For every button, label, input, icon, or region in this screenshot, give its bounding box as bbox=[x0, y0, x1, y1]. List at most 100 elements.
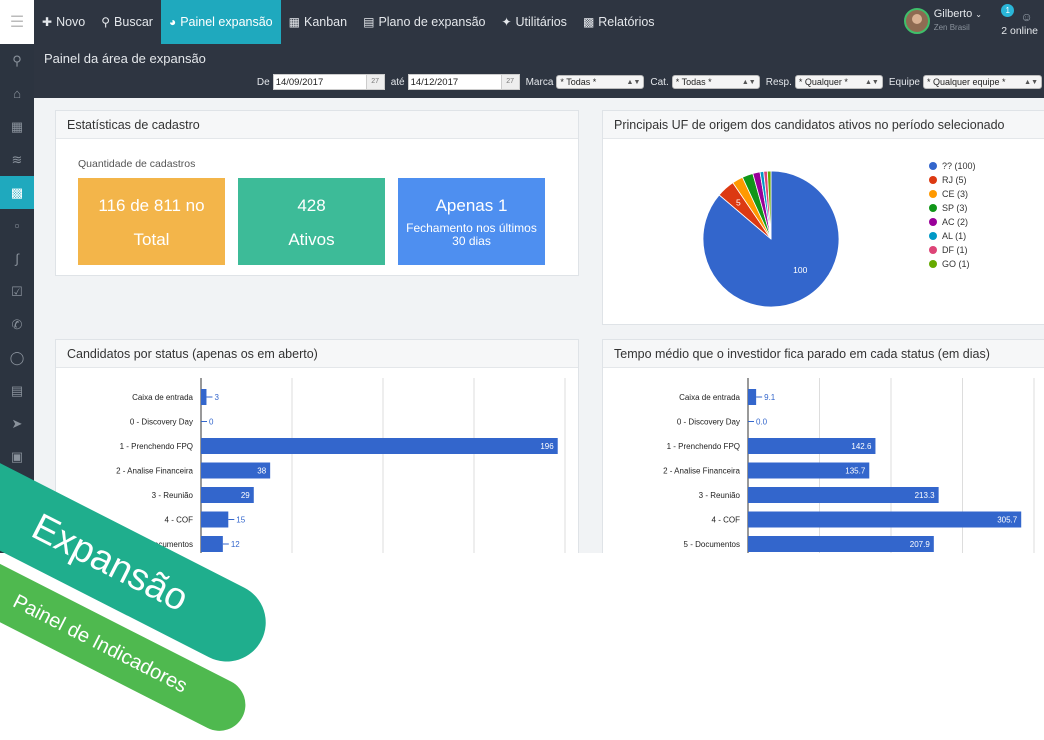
legend-label: RJ (5) bbox=[942, 173, 967, 187]
stat-card-ativos[interactable]: 428 Ativos bbox=[238, 178, 385, 265]
legend-label: AL (1) bbox=[942, 229, 966, 243]
legend-swatch bbox=[929, 204, 937, 212]
calendar-icon[interactable]: 27 bbox=[366, 75, 384, 89]
marca-value: * Todas * bbox=[560, 77, 596, 87]
nav-utilitarios-label: Utilitários bbox=[516, 15, 567, 29]
marca-select[interactable]: * Todas * ▲▼ bbox=[556, 75, 644, 89]
legend-item: DF (1) bbox=[929, 243, 976, 257]
online-badge: 1 bbox=[1001, 4, 1014, 17]
nav-novo[interactable]: ✚Novo bbox=[34, 0, 93, 44]
ribbon-subtitle: Painel de Indicadores bbox=[0, 548, 254, 740]
bar-value-label: 142.6 bbox=[851, 442, 872, 451]
resp-label: Resp. bbox=[766, 77, 792, 88]
sidebar-document-icon[interactable]: ▫ bbox=[0, 209, 34, 242]
bar-value-label: 305.7 bbox=[997, 516, 1018, 525]
cat-select[interactable]: * Todas *▲▼ bbox=[672, 75, 760, 89]
equipe-select[interactable]: * Qualquer equipe *▲▼ bbox=[923, 75, 1042, 89]
bar-chart-icon: ▩ bbox=[583, 15, 594, 29]
sidebar-calendar-icon[interactable]: ▦ bbox=[0, 110, 34, 143]
bar-value-label: 15 bbox=[236, 516, 245, 525]
stats-subtitle: Quantidade de cadastros bbox=[78, 158, 195, 170]
select-arrow-icon: ▲▼ bbox=[627, 79, 641, 86]
nav-relatorios-label: Relatórios bbox=[598, 15, 654, 29]
category-label: 1 - Prenchendo FPQ bbox=[120, 442, 193, 451]
nav-plano-expansao[interactable]: ▤ Plano de expansão bbox=[355, 0, 493, 44]
sidebar-clip-icon[interactable]: ∫ bbox=[0, 242, 34, 275]
status-bar-chart: Caixa de entrada 3 0 - Discovery Day 0 1 - P… bbox=[56, 368, 580, 553]
category-label: 5 - Documentos bbox=[684, 540, 740, 549]
select-arrow-icon: ▲▼ bbox=[742, 79, 756, 86]
bar-value-label: 12 bbox=[231, 540, 240, 549]
pie-slice-label: 100 bbox=[793, 265, 807, 275]
sidebar-feed-icon[interactable]: ≋ bbox=[0, 143, 34, 176]
sidebar: ☰ ⚲ ⌂ ▦ ≋ ▩ ▫ ∫ ☑ ✆ ◯ ▤ ➤ ▣ $ bbox=[0, 0, 34, 553]
nav-painel-label: Painel expansão bbox=[180, 15, 272, 29]
bar-value-label: 0 bbox=[209, 418, 214, 427]
sidebar-home-icon[interactable]: ⌂ bbox=[0, 77, 34, 110]
cat-label: Cat. bbox=[650, 77, 668, 88]
online-users[interactable]: 1 ☺ 2 online bbox=[1001, 10, 1038, 37]
legend-swatch bbox=[929, 162, 937, 170]
date-to-field[interactable]: 14/12/2017 27 bbox=[408, 74, 520, 90]
stat-card-label: Fechamento nos últimos 30 dias bbox=[398, 222, 545, 248]
sidebar-rocket-icon[interactable]: ➤ bbox=[0, 407, 34, 440]
bar bbox=[201, 536, 223, 552]
online-label: 2 online bbox=[1001, 25, 1038, 37]
nav-relatorios[interactable]: ▩ Relatórios bbox=[575, 0, 663, 44]
nav-buscar[interactable]: ⚲Buscar bbox=[93, 0, 161, 44]
stat-card-label: Ativos bbox=[238, 230, 385, 250]
grid-icon: ▦ bbox=[289, 15, 300, 29]
date-to-value: 14/12/2017 bbox=[411, 77, 459, 88]
stats-panel: Estatísticas de cadastro Quantidade de c… bbox=[55, 110, 579, 276]
nav-plano-label: Plano de expansão bbox=[378, 15, 485, 29]
legend-item: RJ (5) bbox=[929, 173, 976, 187]
stat-card-total[interactable]: 116 de 811 no Total bbox=[78, 178, 225, 265]
sidebar-dollar-icon[interactable]: $ bbox=[0, 473, 34, 506]
nav-utilitarios[interactable]: ✦Utilitários bbox=[493, 0, 574, 44]
nav-buscar-label: Buscar bbox=[114, 15, 153, 29]
bar-value-label: 38 bbox=[257, 467, 266, 476]
category-label: 2 - Analise Financeira bbox=[116, 467, 193, 476]
legend-swatch bbox=[929, 190, 937, 198]
sidebar-expansion-icon[interactable]: ▩ bbox=[0, 176, 34, 209]
nav-painel-expansao[interactable]: ◕Painel expansão bbox=[161, 0, 281, 44]
sidebar-phone-icon[interactable]: ✆ bbox=[0, 308, 34, 341]
bar-value-label: 3 bbox=[214, 393, 219, 402]
calendar-icon: ▤ bbox=[363, 15, 374, 29]
pie-slice-label: 5 bbox=[736, 198, 741, 208]
resp-value: * Qualquer * bbox=[799, 77, 848, 87]
bar bbox=[748, 389, 756, 405]
bar bbox=[201, 438, 558, 454]
category-label: 3 - Reunião bbox=[152, 491, 194, 500]
user-name: Gilberto bbox=[934, 8, 973, 20]
resp-select[interactable]: * Qualquer * ▲▼ bbox=[795, 75, 883, 89]
bar bbox=[748, 536, 934, 552]
ribbon-subtitle-text: Painel de Indicadores bbox=[9, 590, 191, 698]
sidebar-chart-icon[interactable]: ▤ bbox=[0, 374, 34, 407]
status-panel: Candidatos por status (apenas os em aber… bbox=[55, 339, 579, 553]
category-label: 3 - Reunião bbox=[699, 491, 741, 500]
bar-value-label: 9.1 bbox=[764, 393, 776, 402]
sidebar-money-icon[interactable]: ▣ bbox=[0, 440, 34, 473]
calendar-icon[interactable]: 27 bbox=[501, 75, 519, 89]
user-menu[interactable]: Gilberto ⌄ Zen Brasil bbox=[904, 8, 982, 34]
equipe-value: * Qualquer equipe * bbox=[927, 77, 1006, 87]
user-info: Gilberto ⌄ Zen Brasil bbox=[934, 8, 982, 34]
avatar bbox=[904, 8, 930, 34]
chevron-down-icon: ⌄ bbox=[975, 10, 982, 19]
nav-kanban[interactable]: ▦Kanban bbox=[281, 0, 355, 44]
legend-item: AC (2) bbox=[929, 215, 976, 229]
legend-label: ?? (100) bbox=[942, 159, 976, 173]
sidebar-search-icon[interactable]: ⚲ bbox=[0, 44, 34, 77]
category-label: 0 - Discovery Day bbox=[130, 418, 193, 427]
select-arrow-icon: ▲▼ bbox=[865, 79, 879, 86]
legend-item: SP (3) bbox=[929, 201, 976, 215]
menu-icon[interactable]: ☰ bbox=[0, 0, 34, 44]
sidebar-check-icon[interactable]: ☑ bbox=[0, 275, 34, 308]
category-label: Caixa de entrada bbox=[132, 393, 193, 402]
sidebar-mic-icon[interactable]: ◯ bbox=[0, 341, 34, 374]
category-label: 4 - COF bbox=[165, 516, 194, 525]
legend-label: GO (1) bbox=[942, 257, 970, 271]
stat-card-fechamento[interactable]: Apenas 1 Fechamento nos últimos 30 dias bbox=[398, 178, 545, 265]
